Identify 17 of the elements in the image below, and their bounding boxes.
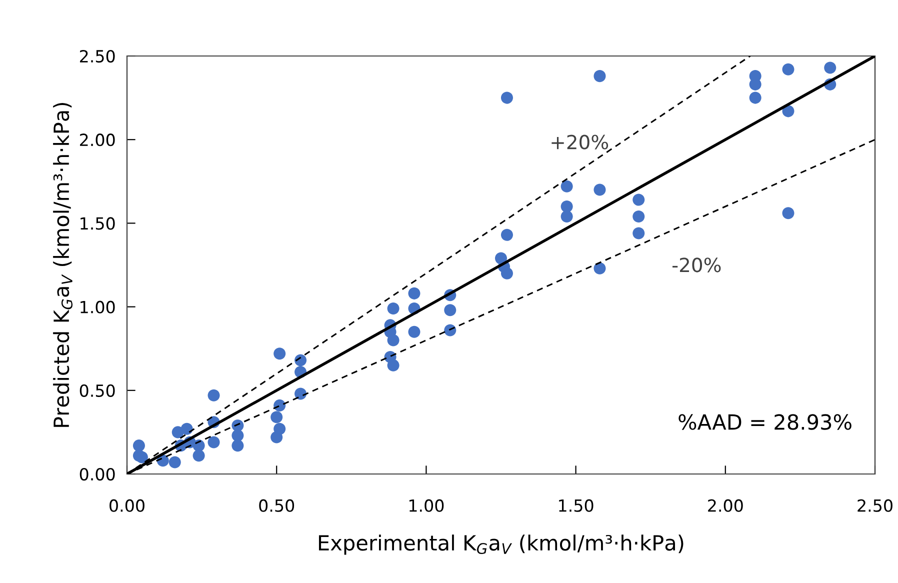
annotation: %AAD = 28.93% <box>678 414 852 430</box>
y-tick-label: 2.00 <box>80 134 115 146</box>
y-tick-label: 1.00 <box>80 300 115 314</box>
x-tick-label: 0.00 <box>110 499 144 512</box>
x-tick-label: 1.00 <box>409 499 444 512</box>
annotation: -20% <box>672 258 721 272</box>
y-tick-label: 1.50 <box>80 217 115 230</box>
annotation: +20% <box>552 134 608 150</box>
x-tick-label: 2.50 <box>858 499 892 512</box>
x-tick-label: 0.50 <box>259 499 294 512</box>
x-tick-label: 2.00 <box>708 499 743 512</box>
x-tick-label: 1.50 <box>559 499 594 512</box>
y-tick-label: 0.00 <box>80 468 115 481</box>
y-tick-label: 2.50 <box>80 50 115 63</box>
y-axis-title: Predicted K$_{G}$a$_{V}$ (kmol/m³·h·kPa) <box>53 102 73 427</box>
x-axis-title: Experimental K$_{G}$a$_{V}$ (kmol/m³·h·kPa) <box>318 534 684 555</box>
y-tick-label: 0.50 <box>80 384 115 397</box>
